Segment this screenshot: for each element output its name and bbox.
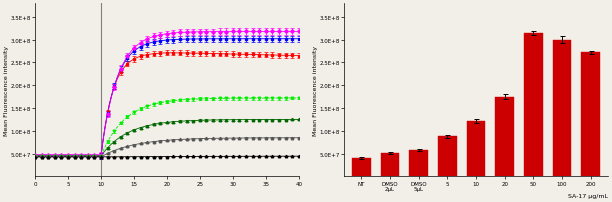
Bar xyxy=(438,137,457,177)
Bar xyxy=(553,40,572,177)
Bar xyxy=(352,158,371,177)
Bar xyxy=(467,121,485,177)
Bar xyxy=(381,153,400,177)
Bar xyxy=(524,34,543,177)
Bar xyxy=(409,150,428,177)
Bar xyxy=(581,53,600,177)
Y-axis label: Mean Fluorescence intensity: Mean Fluorescence intensity xyxy=(4,45,9,135)
Bar xyxy=(495,97,514,177)
Y-axis label: Mean Fluorescence intensity: Mean Fluorescence intensity xyxy=(313,45,318,135)
X-axis label: SA-17 μg/mL: SA-17 μg/mL xyxy=(568,193,608,198)
